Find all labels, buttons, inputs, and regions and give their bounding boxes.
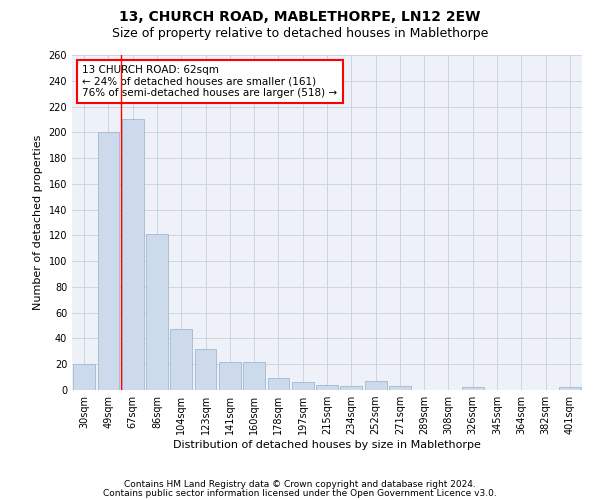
Bar (122, 120, 143, 390)
Y-axis label: Number of detached properties: Number of detached properties (33, 135, 43, 310)
Text: 13, CHURCH ROAD, MABLETHORPE, LN12 2EW: 13, CHURCH ROAD, MABLETHORPE, LN12 2EW (119, 10, 481, 24)
Bar (292, 382, 314, 390)
Bar (340, 386, 362, 390)
Bar (194, 349, 217, 390)
Bar (146, 234, 168, 390)
Bar (316, 385, 338, 390)
Bar (73, 364, 95, 390)
Bar (268, 378, 289, 390)
Bar (559, 388, 581, 390)
Text: 13 CHURCH ROAD: 62sqm
← 24% of detached houses are smaller (161)
76% of semi-det: 13 CHURCH ROAD: 62sqm ← 24% of detached … (82, 65, 337, 98)
Text: Contains HM Land Registry data © Crown copyright and database right 2024.: Contains HM Land Registry data © Crown c… (124, 480, 476, 489)
Bar (219, 362, 241, 390)
Bar (170, 330, 192, 390)
Text: Contains public sector information licensed under the Open Government Licence v3: Contains public sector information licen… (103, 488, 497, 498)
Bar (462, 388, 484, 390)
Bar (389, 386, 411, 390)
Bar (243, 362, 265, 390)
X-axis label: Distribution of detached houses by size in Mablethorpe: Distribution of detached houses by size … (173, 440, 481, 450)
Bar (365, 381, 386, 390)
Text: Size of property relative to detached houses in Mablethorpe: Size of property relative to detached ho… (112, 28, 488, 40)
Bar (97, 132, 119, 390)
